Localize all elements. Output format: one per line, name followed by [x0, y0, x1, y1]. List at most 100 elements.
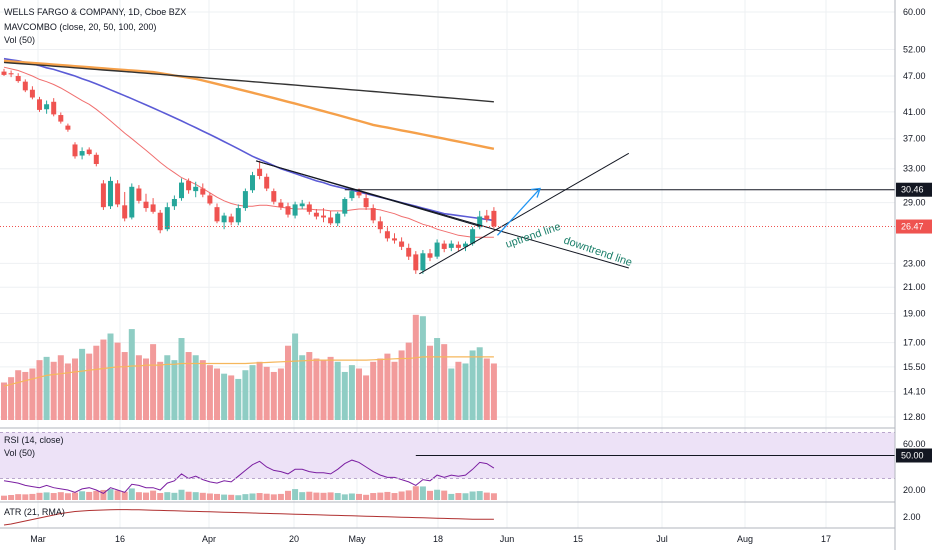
volume-bar — [356, 368, 362, 420]
rsi-pane-volume-bar — [93, 490, 100, 500]
candle-body — [179, 182, 184, 199]
price-tick-label: 17.00 — [903, 338, 926, 348]
volume-bar — [285, 345, 291, 420]
time-tick-label: Aug — [737, 534, 753, 544]
volume-bar — [107, 333, 114, 420]
volume-bar — [370, 361, 377, 420]
rsi-pane-volume-bar — [384, 491, 391, 500]
volume-bar — [348, 365, 355, 420]
volume-bar — [462, 363, 469, 420]
time-tick-label: Jul — [656, 534, 668, 544]
rsi-pane-volume-bar — [199, 492, 206, 500]
time-tick-label: Apr — [202, 534, 216, 544]
candle-body — [392, 238, 397, 241]
rsi-pane-volume-bar — [8, 495, 15, 500]
time-axis[interactable]: Mar 16 Apr 20 May 18 Jun 15 Jul Aug 17 — [30, 534, 831, 544]
price-axis[interactable]: 60.00 52.00 47.00 41.00 37.00 33.00 29.00 23.00… — [894, 0, 932, 550]
rsi-pane-volume-bar — [228, 494, 235, 500]
volume-bar — [15, 370, 22, 420]
horizontal-level-price-tag-bg — [896, 182, 932, 197]
candle-body — [370, 208, 376, 221]
candle-body — [377, 221, 383, 230]
candle-body — [384, 231, 390, 239]
rsi-pane-volume-bar — [334, 493, 341, 500]
candle-body — [484, 215, 490, 220]
rsi-pane-volume-bar — [462, 493, 469, 500]
candle-body — [186, 180, 192, 191]
atr-legend[interactable]: ATR (21, RMA) — [4, 507, 65, 517]
candle-body — [448, 243, 454, 248]
volume-bar — [1, 382, 7, 420]
candle-body — [51, 101, 57, 115]
rsi-pane-volume-bar — [43, 492, 50, 500]
rsi-pane-volume-bar — [391, 493, 398, 500]
rsi-pane-volume-bar — [370, 493, 377, 500]
volume-legend[interactable]: Vol (50) — [4, 35, 36, 45]
rsi-pane-volume-bar — [57, 492, 64, 500]
rsi-pane-volume-bar — [412, 486, 419, 500]
candle-body — [122, 205, 128, 219]
rsi-pane-volume-bar — [29, 493, 36, 500]
volume-bar — [199, 360, 206, 420]
rsi-pane-volume-bar — [114, 490, 121, 500]
mavcombo-legend[interactable]: MAVCOMBO (close, 20, 50, 100, 200) — [4, 22, 157, 32]
volume-bar — [277, 368, 284, 420]
volume-bar — [412, 314, 419, 420]
rsi-pane-volume-bar — [469, 491, 476, 500]
candle-body — [86, 149, 92, 155]
volume-bar — [441, 344, 448, 420]
volume-bar — [483, 358, 490, 420]
rsi-pane-volume-legend[interactable]: Vol (50) — [4, 448, 36, 458]
volume-bar — [427, 345, 433, 420]
volume-bar — [398, 350, 405, 420]
volume-bar — [93, 345, 100, 420]
candle-body — [235, 208, 241, 223]
candle-body — [257, 168, 263, 176]
rsi-pane-volume-bar — [22, 494, 29, 500]
volume-bar — [363, 375, 370, 420]
volume-bar — [192, 355, 199, 420]
volume-bar — [327, 356, 334, 420]
atr-tick-label: 2.00 — [903, 512, 921, 522]
volume-bar — [164, 355, 171, 420]
volume-bar — [235, 378, 242, 420]
rsi-pane-volume-bar — [299, 492, 306, 500]
candle-body — [363, 198, 369, 208]
volume-bar — [206, 365, 213, 420]
candle-body — [200, 188, 206, 195]
volume-bar — [36, 360, 43, 420]
rsi-pane-volume-bar — [50, 493, 57, 500]
rsi-pane-volume-bar — [356, 493, 362, 500]
candlesticks — [1, 68, 497, 274]
candle-body — [37, 99, 42, 110]
rsi-pane-volume-bar — [427, 490, 433, 500]
candle-body — [214, 207, 220, 222]
rsi-pane-volume-bar — [490, 493, 497, 500]
rsi-pane-volume-bar — [128, 488, 135, 500]
rsi-pane-volume-bar — [348, 493, 355, 500]
rsi-pane-volume-bar — [455, 493, 462, 500]
candle-body — [285, 206, 291, 215]
volume-bar — [114, 342, 121, 420]
candle-body — [321, 215, 326, 218]
indicator-lines — [3, 455, 895, 526]
candle-body — [299, 203, 305, 207]
candle-body — [1, 71, 7, 75]
rsi-legend[interactable]: RSI (14, close) — [4, 435, 64, 445]
volume-bar — [249, 365, 256, 420]
ma-line-ma-200 — [3, 61, 494, 103]
time-tick-label: 20 — [289, 534, 299, 544]
volume-bar — [242, 370, 249, 420]
candle-body — [463, 243, 468, 247]
rsi-pane-volume-bar — [270, 494, 277, 500]
volume-bar — [178, 338, 185, 420]
rsi-level-tag-bg — [896, 448, 932, 463]
candle-body — [470, 229, 476, 244]
price-tick-label: 19.00 — [903, 308, 926, 318]
price-tick-label: 23.00 — [903, 258, 926, 268]
atr-line — [3, 509, 494, 526]
volume-bars — [1, 314, 497, 420]
volume-bar — [50, 361, 57, 420]
pane-separators — [0, 427, 895, 529]
